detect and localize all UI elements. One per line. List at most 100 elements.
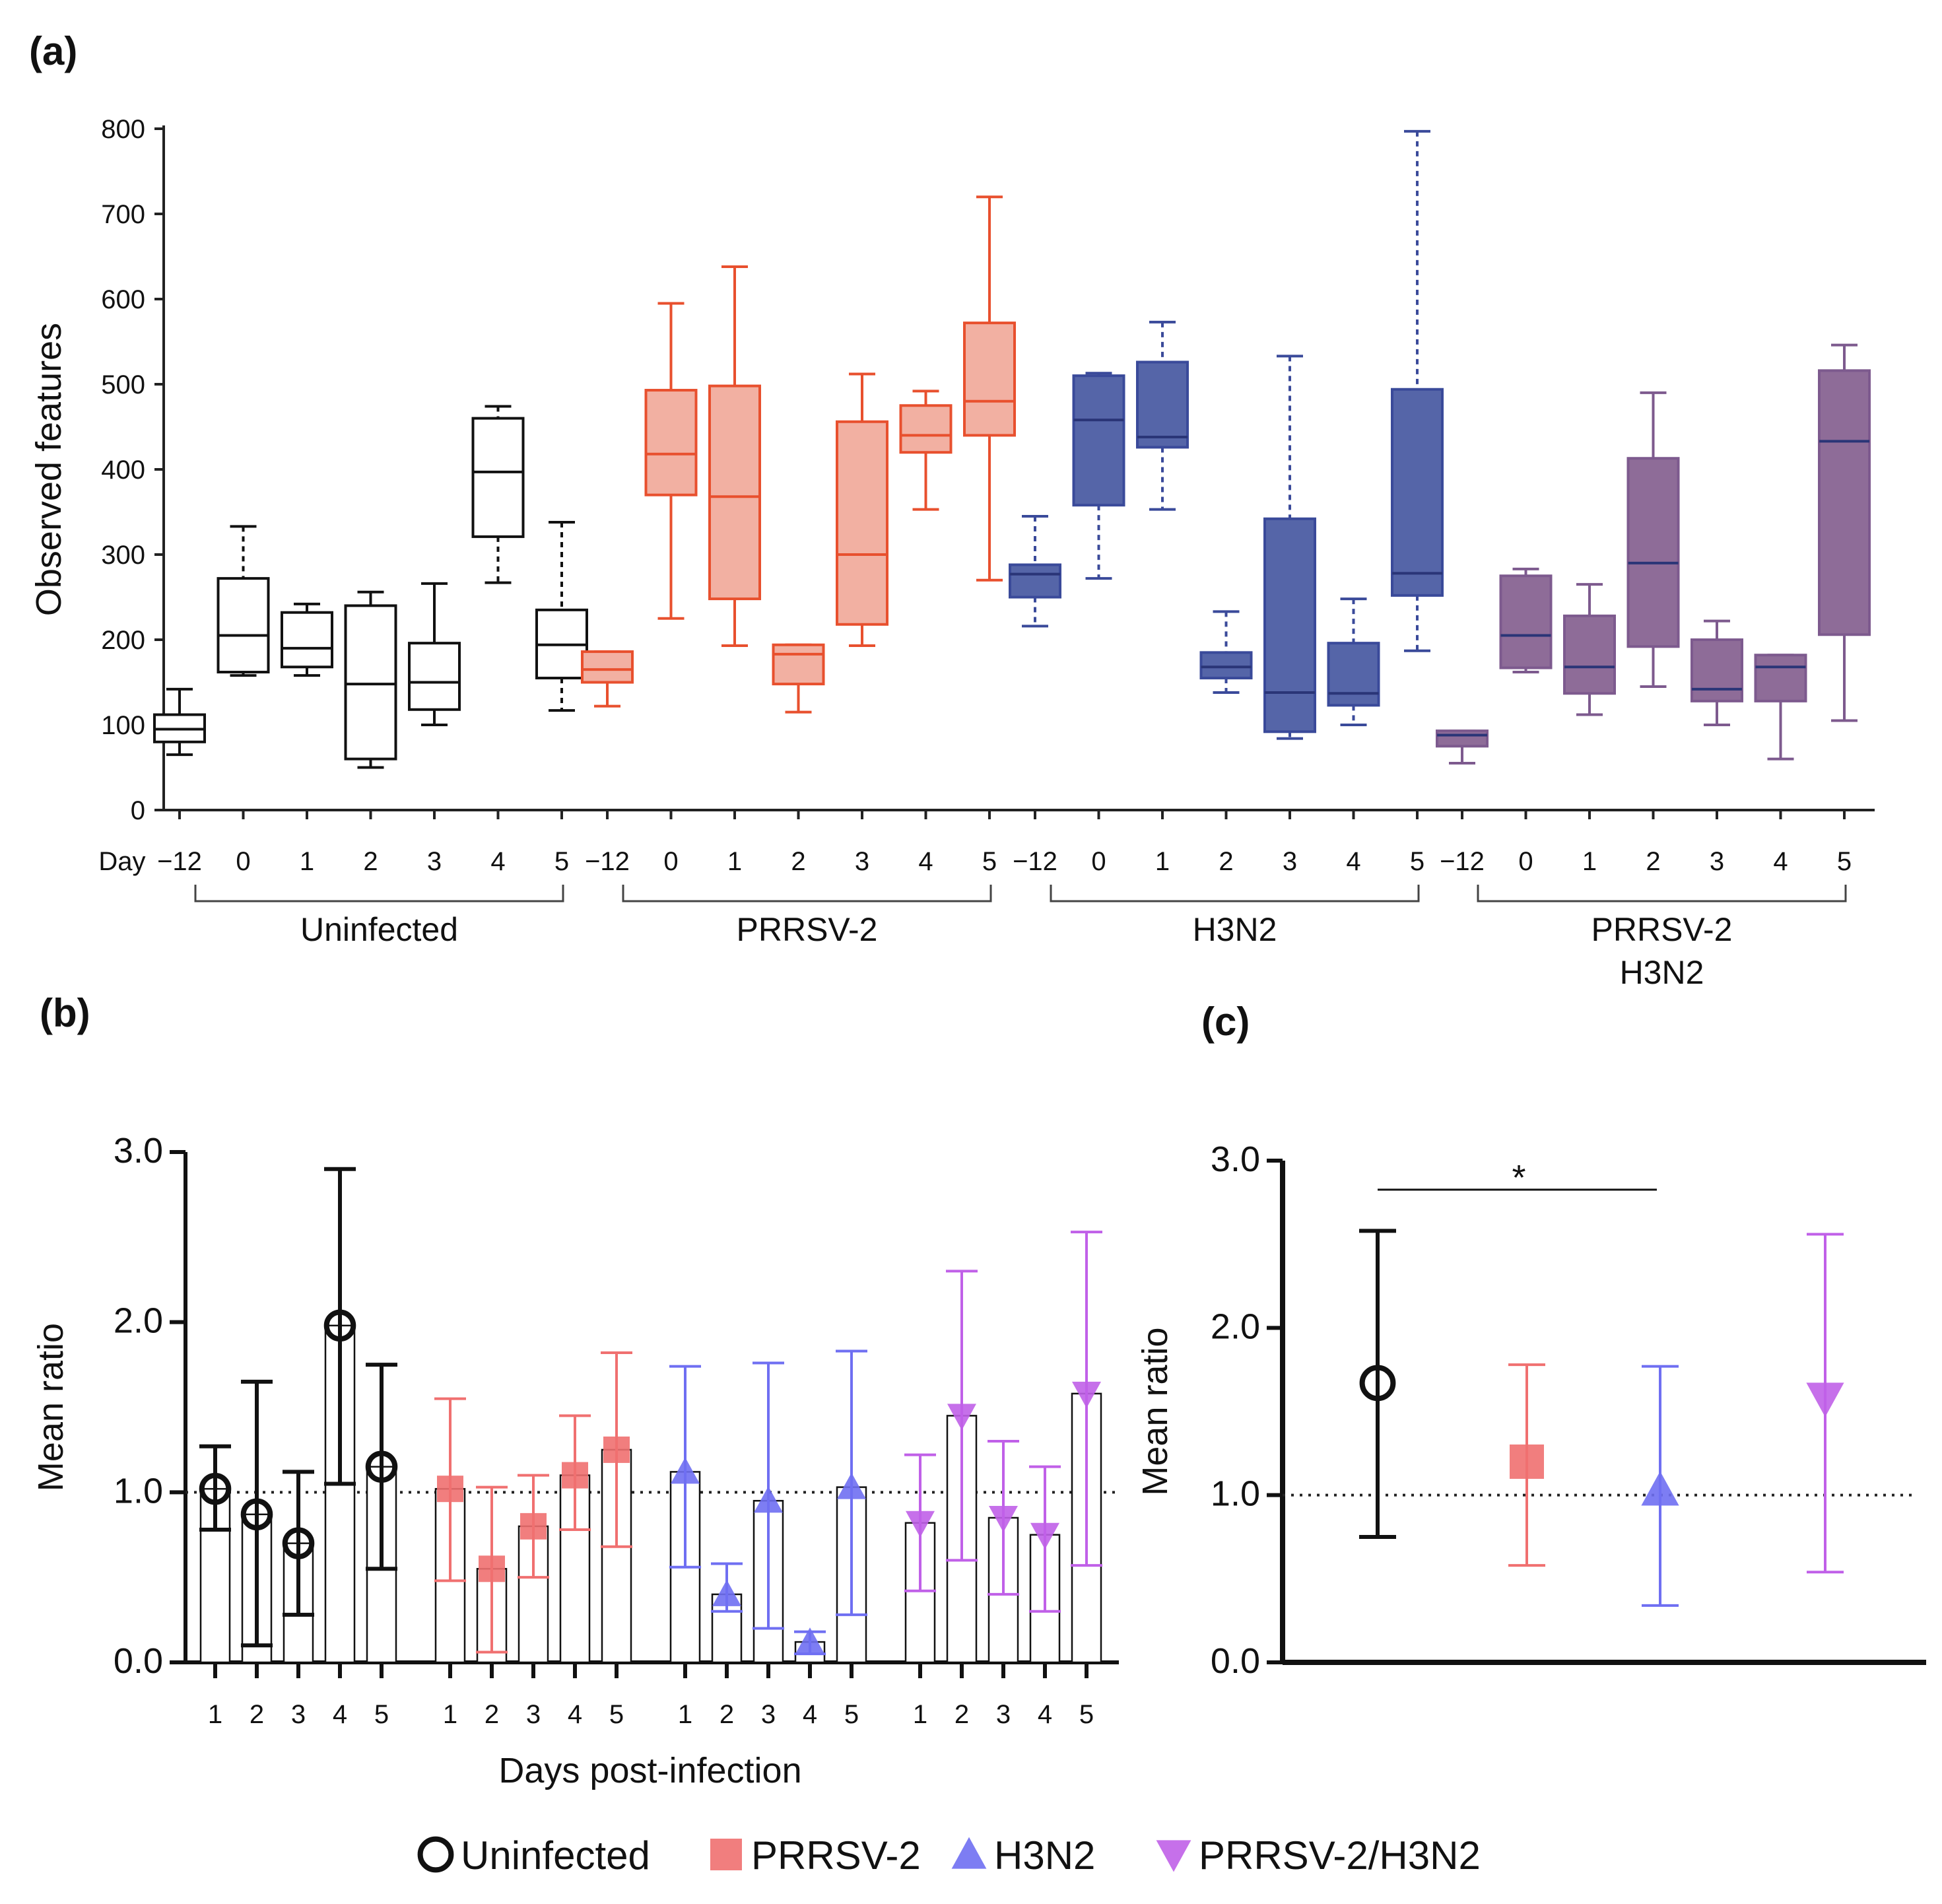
b-x-tick-label: 2 bbox=[720, 1700, 734, 1729]
a-box bbox=[1499, 574, 1553, 669]
b-marker bbox=[754, 1486, 783, 1513]
a-day-label: Day bbox=[98, 847, 145, 876]
b-y-axis-title: Mean ratio bbox=[31, 1323, 71, 1491]
a-box bbox=[1818, 369, 1871, 636]
a-group-bracket bbox=[622, 885, 992, 902]
panel-a-label: (a) bbox=[29, 29, 77, 73]
a-x-tick-label: −12 bbox=[157, 847, 202, 876]
legend-label: PRRSV-2 bbox=[751, 1833, 921, 1878]
a-group-bracket bbox=[194, 885, 564, 902]
a-x-tick-label: 5 bbox=[1837, 847, 1852, 876]
c-marker bbox=[1359, 1365, 1396, 1402]
b-marker bbox=[240, 1498, 273, 1531]
a-x-tick-label: 4 bbox=[918, 847, 933, 876]
b-x-tick-label: 3 bbox=[761, 1700, 776, 1729]
a-group-bracket bbox=[1477, 885, 1847, 902]
a-x-tick-label: −12 bbox=[1013, 847, 1057, 876]
legend: Uninfected PRRSV-2 H3N2 PRRSV-2/H3N2 bbox=[417, 1833, 1481, 1878]
a-x-tick-label: 3 bbox=[427, 847, 442, 876]
panel-c-label: (c) bbox=[1201, 1000, 1250, 1044]
b-x-tick-label: 5 bbox=[609, 1700, 624, 1729]
a-y-tick-label: 800 bbox=[101, 115, 145, 144]
a-x-tick-label: 2 bbox=[1219, 847, 1233, 876]
c-y-tick-label: 1.0 bbox=[1211, 1474, 1260, 1514]
a-box bbox=[1391, 388, 1444, 597]
c-y-tick-label: 2.0 bbox=[1211, 1307, 1260, 1346]
b-y-tick-label: 1.0 bbox=[114, 1471, 163, 1511]
a-x-tick-label: 0 bbox=[663, 847, 678, 876]
b-marker bbox=[906, 1511, 935, 1538]
b-x-tick-label: 3 bbox=[996, 1700, 1011, 1729]
b-x-tick-label: 1 bbox=[443, 1700, 457, 1729]
a-x-tick-label: 2 bbox=[1646, 847, 1660, 876]
a-y-tick-label: 200 bbox=[101, 626, 145, 655]
a-box bbox=[963, 322, 1016, 437]
a-box bbox=[344, 604, 397, 761]
b-marker bbox=[520, 1513, 547, 1540]
a-box bbox=[836, 420, 888, 626]
b-marker bbox=[1030, 1522, 1059, 1549]
a-box bbox=[217, 577, 270, 674]
b-marker bbox=[795, 1627, 824, 1654]
a-x-tick-label: 0 bbox=[1518, 847, 1533, 876]
a-box bbox=[1327, 642, 1380, 707]
a-group-label-2: H3N2 bbox=[1620, 954, 1704, 991]
legend-label: PRRSV-2/H3N2 bbox=[1199, 1833, 1481, 1878]
a-x-tick-label: 0 bbox=[236, 847, 250, 876]
a-y-tick-label: 700 bbox=[101, 200, 145, 229]
b-x-tick-label: 4 bbox=[1038, 1700, 1052, 1729]
a-box bbox=[281, 611, 333, 669]
b-x-tick-label: 4 bbox=[333, 1700, 347, 1729]
a-group-label: PRRSV-2 bbox=[1591, 911, 1733, 948]
b-x-tick-label: 2 bbox=[954, 1700, 969, 1729]
a-group-bracket bbox=[1050, 885, 1420, 902]
a-y-tick-label: 300 bbox=[101, 541, 145, 570]
legend-marker bbox=[417, 1836, 454, 1873]
panel-b-label: (b) bbox=[40, 991, 90, 1035]
a-group-label: PRRSV-2 bbox=[737, 911, 878, 948]
c-y-axis-title: Mean ratio bbox=[1135, 1327, 1175, 1495]
a-x-tick-label: 5 bbox=[554, 847, 569, 876]
a-x-tick-label: 4 bbox=[1773, 847, 1788, 876]
a-box bbox=[1563, 614, 1616, 695]
legend-label: Uninfected bbox=[461, 1833, 650, 1878]
a-y-tick-label: 100 bbox=[101, 711, 145, 740]
a-y-axis-title: Observed features bbox=[29, 323, 69, 616]
a-x-tick-label: 5 bbox=[982, 847, 997, 876]
a-x-tick-label: 1 bbox=[1155, 847, 1170, 876]
a-x-tick-label: 2 bbox=[791, 847, 805, 876]
chart-c-errorbar: 0.0 1.0 2.0 3.0 Mean ratio * bbox=[1135, 1139, 1926, 1681]
legend-marker bbox=[710, 1839, 742, 1870]
a-box bbox=[581, 650, 634, 684]
b-marker bbox=[837, 1472, 866, 1499]
a-box bbox=[408, 642, 461, 711]
a-box bbox=[1754, 654, 1807, 702]
b-marker bbox=[479, 1555, 505, 1582]
a-box bbox=[708, 384, 761, 601]
b-x-tick-label: 2 bbox=[250, 1700, 264, 1729]
b-marker bbox=[562, 1462, 588, 1489]
b-x-tick-label: 3 bbox=[291, 1700, 306, 1729]
b-x-tick-label: 1 bbox=[678, 1700, 692, 1729]
a-y-tick-label: 400 bbox=[101, 456, 145, 485]
chart-b-bar-errorbar: 0.0 1.0 2.0 3.0 Mean ratio Days post-infectio… bbox=[31, 1131, 1119, 1790]
legend-marker bbox=[951, 1837, 987, 1869]
a-x-tick-label: 1 bbox=[300, 847, 314, 876]
a-x-tick-label: 4 bbox=[1346, 847, 1360, 876]
a-y-tick-label: 0 bbox=[131, 796, 145, 825]
c-significance-label: * bbox=[1512, 1158, 1525, 1198]
b-marker bbox=[1072, 1381, 1101, 1408]
a-box bbox=[1009, 563, 1061, 599]
a-x-tick-label: 1 bbox=[1582, 847, 1597, 876]
a-x-tick-label: −12 bbox=[585, 847, 630, 876]
b-x-tick-label: 5 bbox=[374, 1700, 389, 1729]
a-x-tick-label: −12 bbox=[1440, 847, 1485, 876]
c-marker bbox=[1641, 1471, 1679, 1506]
b-marker bbox=[671, 1457, 700, 1484]
b-marker bbox=[603, 1436, 630, 1463]
a-box bbox=[644, 389, 698, 496]
a-x-tick-label: 5 bbox=[1410, 847, 1424, 876]
b-x-tick-label: 5 bbox=[844, 1700, 859, 1729]
a-box bbox=[1199, 651, 1253, 680]
